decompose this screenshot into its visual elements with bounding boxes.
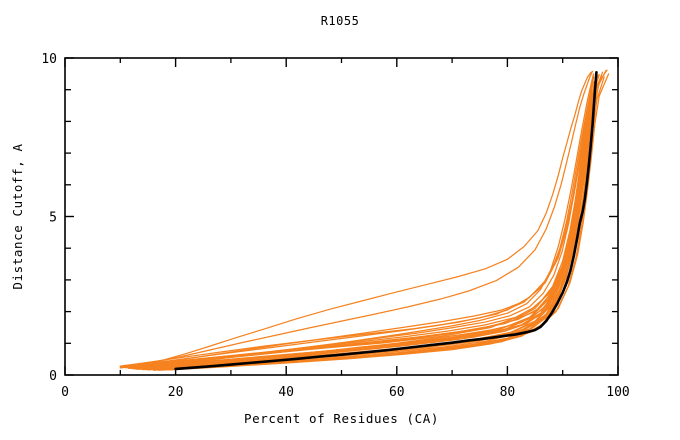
x-tick-label: 60 [389, 385, 405, 400]
series-line-ensemble-01 [119, 70, 594, 369]
y-tick-label: 0 [49, 369, 57, 384]
plot-frame [64, 57, 619, 376]
series-line-ensemble-02 [125, 71, 593, 368]
axis-labels-layer: 0 20 40 60 80 100 0 5 10 Percent of Residues (CA)… [10, 52, 630, 426]
series-line-ensemble-06 [141, 81, 595, 371]
series-line-ensemble-09 [120, 81, 593, 368]
series-line-ensemble-20 [158, 106, 593, 371]
x-tick-label: 100 [606, 385, 629, 400]
series-line-ensemble-19 [126, 92, 593, 369]
series-line-ensemble-30 [152, 73, 610, 371]
series-line-ensemble-05 [122, 76, 595, 369]
y-axis-title: Distance Cutoff, A [10, 143, 25, 289]
x-tick-label: 80 [500, 385, 516, 400]
series-layer [119, 69, 610, 371]
axes-layer [64, 57, 619, 376]
x-tick-label: 0 [61, 385, 69, 400]
series-line-reference-model [174, 70, 598, 371]
y-tick-label: 10 [41, 52, 57, 67]
page-title: R1055 [320, 14, 360, 28]
series-line-ensemble-29 [122, 69, 608, 368]
x-tick-label: 20 [168, 385, 184, 400]
x-axis-title: Percent of Residues (CA) [244, 411, 439, 426]
y-tick-label: 5 [49, 211, 57, 226]
series-line-ensemble-26 [125, 71, 604, 369]
x-tick-label: 40 [278, 385, 294, 400]
series-line-ensemble-17 [119, 92, 591, 367]
